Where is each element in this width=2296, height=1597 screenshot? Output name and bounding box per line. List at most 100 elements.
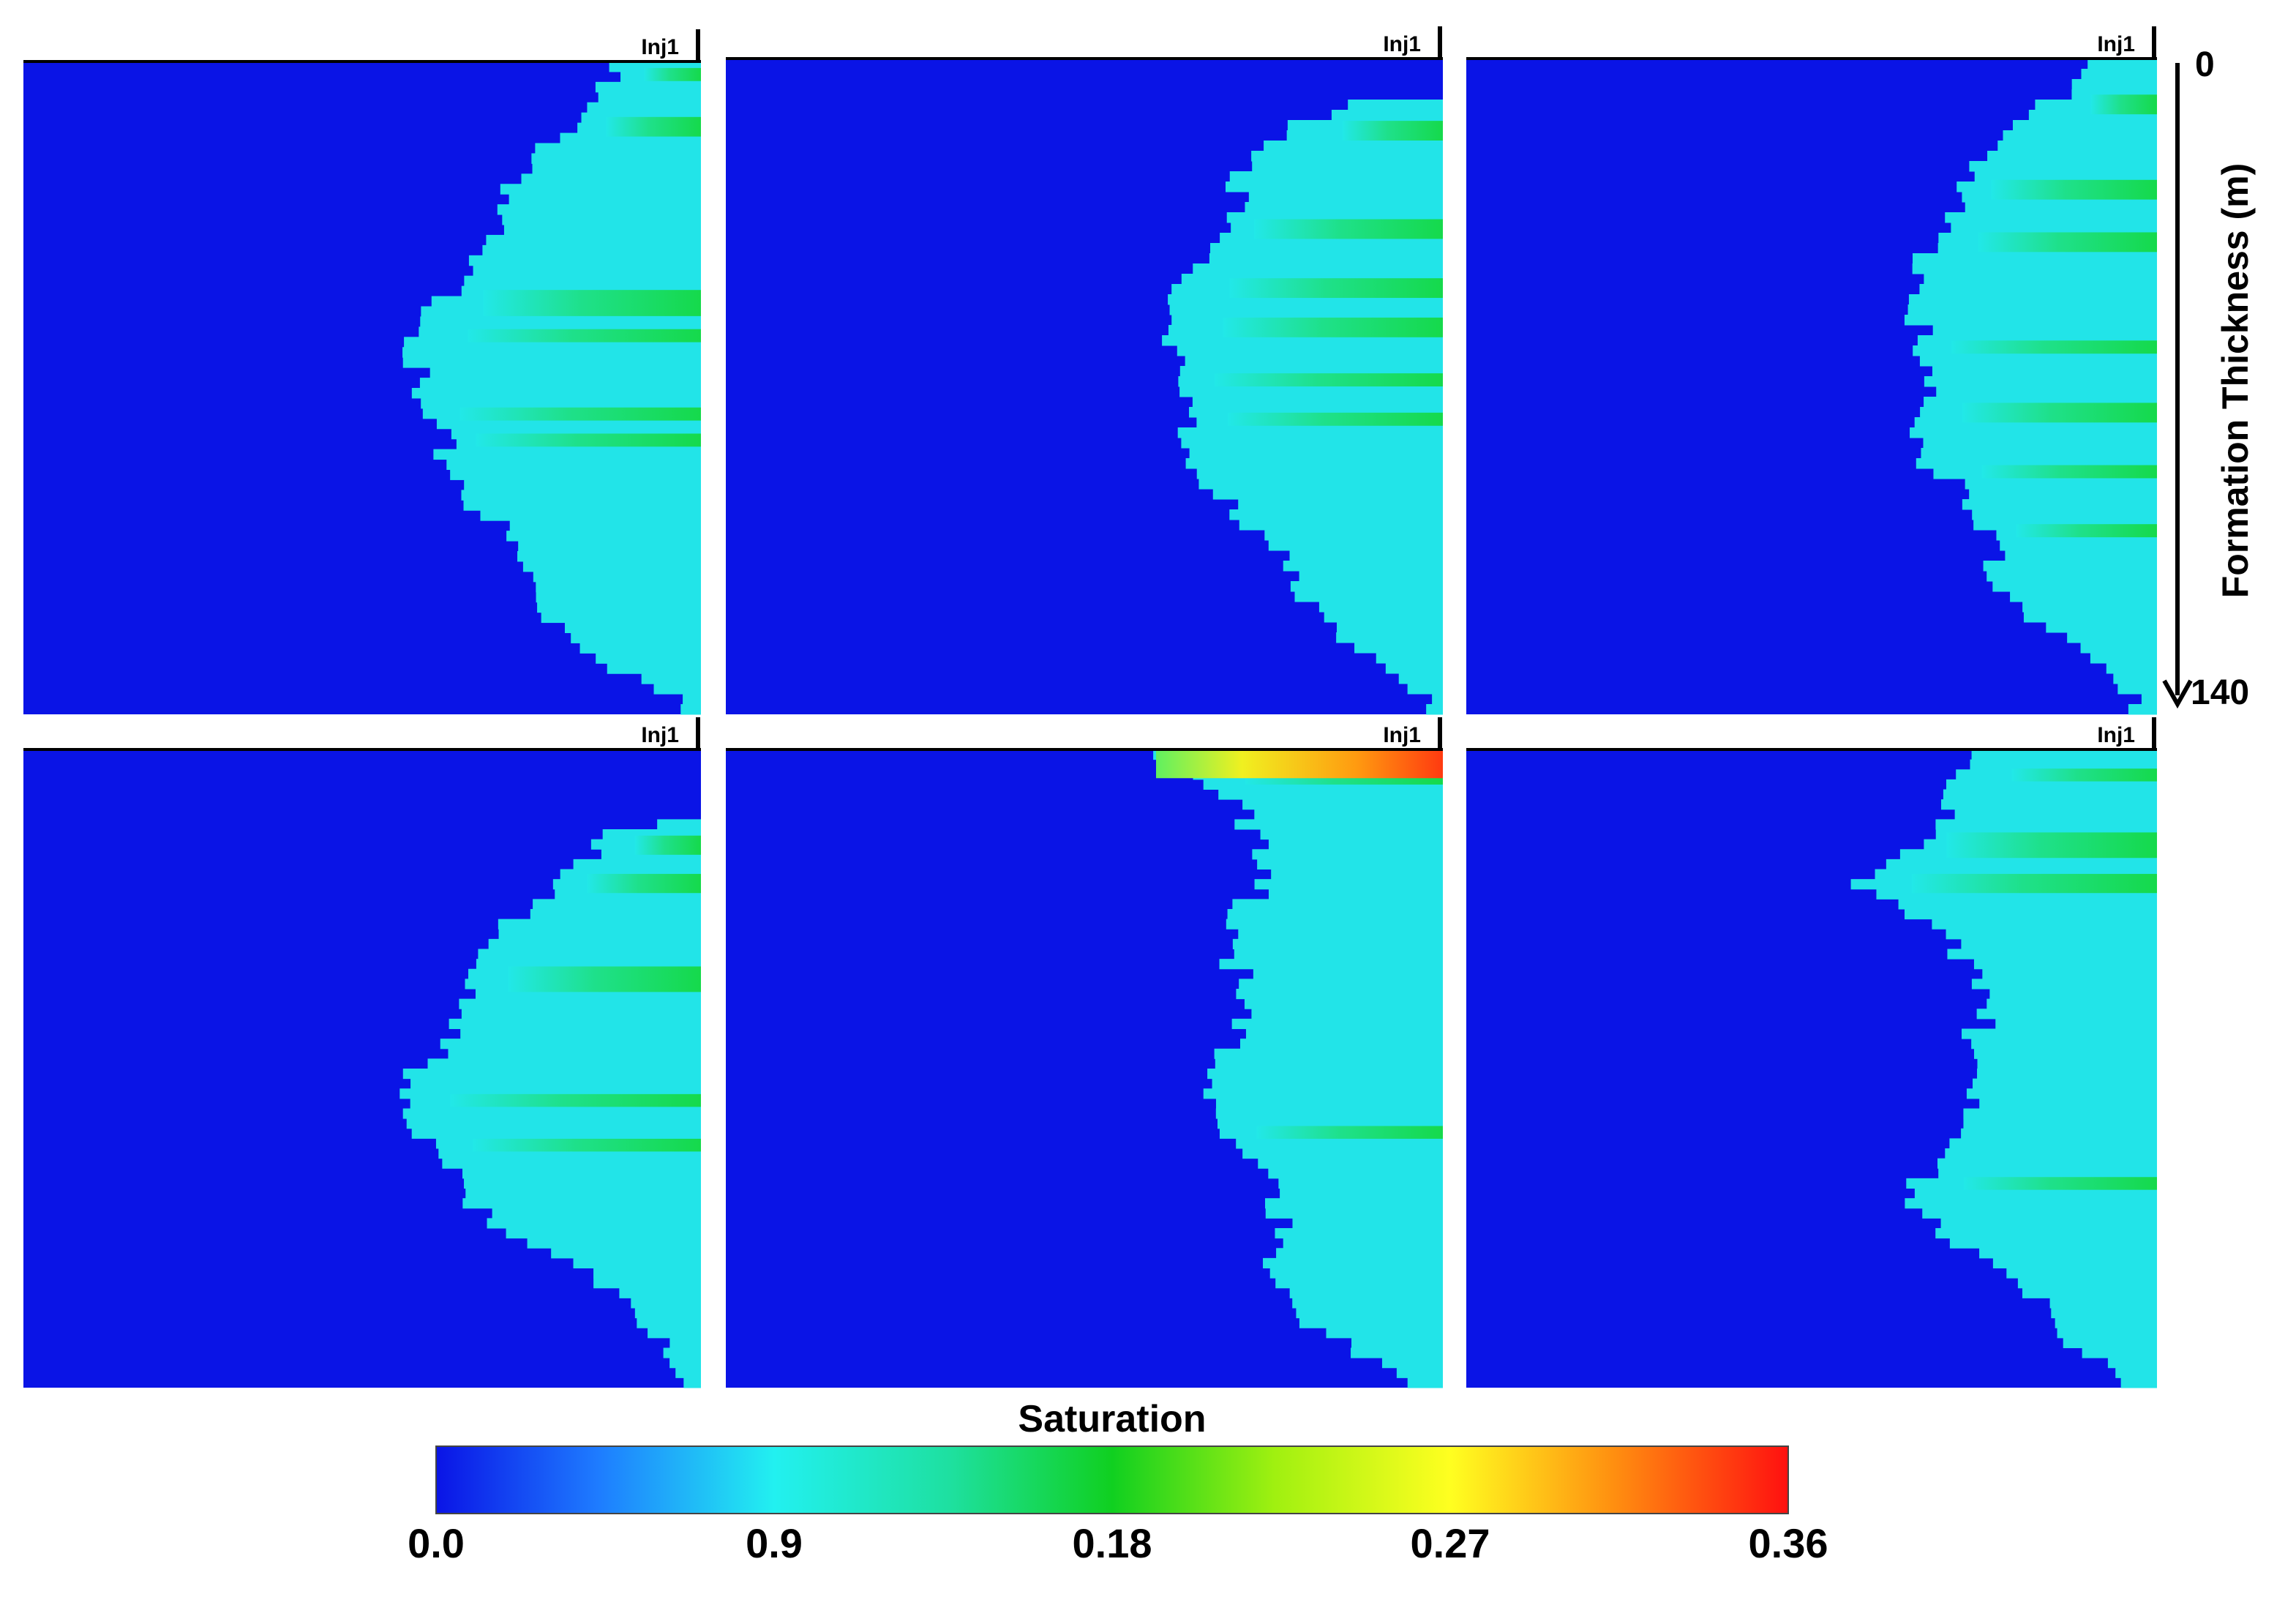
plume-row	[1932, 325, 2157, 336]
plume-row	[1268, 1168, 1443, 1179]
plume-row	[1257, 859, 1443, 869]
plume-row	[1254, 879, 1443, 890]
plume-row	[1983, 561, 2157, 572]
plume-row	[462, 1168, 701, 1179]
plume-band	[1951, 340, 2157, 354]
plume-row	[634, 1308, 701, 1319]
plume-row	[1905, 1198, 2157, 1209]
plume-row	[2017, 1278, 2157, 1289]
plume-row	[1278, 1178, 1443, 1189]
plume-row	[1954, 809, 2157, 820]
plume-row	[2067, 632, 2157, 643]
plume-row	[536, 591, 701, 603]
plume-row	[1193, 263, 1443, 274]
plume-row	[1169, 304, 1443, 315]
plume-row	[402, 1108, 701, 1119]
plume-row	[427, 1058, 701, 1069]
plume-row	[1932, 919, 2157, 930]
plume-row	[1336, 632, 1443, 643]
plume-row	[1239, 979, 1443, 990]
plume-row	[1238, 499, 1443, 510]
plume-band	[1214, 373, 1443, 386]
plume-row	[1961, 1128, 2157, 1139]
plume-row	[1922, 1208, 2157, 1219]
plume-row	[1280, 1188, 1443, 1199]
plume-row	[1292, 1218, 1443, 1229]
plume-row	[1965, 202, 2157, 213]
plume-row	[1248, 192, 1443, 203]
plume-row	[1979, 1098, 2157, 1109]
plume-row	[410, 1078, 701, 1089]
plume-row	[533, 899, 701, 910]
plume-row	[1232, 899, 1443, 910]
plume-row	[1966, 1088, 2157, 1099]
plume-band	[1228, 412, 1443, 426]
plume-row	[436, 418, 701, 430]
plume-row	[1268, 889, 1443, 900]
plume-row	[1251, 1009, 1443, 1020]
colorbar-tick-label: 0.18	[1073, 1520, 1152, 1566]
plume-row	[1407, 684, 1443, 695]
plume-row	[2057, 1328, 2157, 1339]
plume-row	[1318, 602, 1443, 613]
plume-row	[1945, 1148, 2157, 1159]
plume-row	[1260, 829, 1443, 840]
plume-row	[406, 1118, 701, 1129]
plume-row	[1245, 1028, 1443, 1039]
plume-row	[1886, 859, 2157, 869]
plume-row	[1943, 789, 2157, 800]
colorbar-tick-label: 0.27	[1411, 1520, 1490, 1566]
plume-row	[1921, 448, 2157, 459]
plume-row	[1908, 294, 2157, 305]
plume-band	[587, 874, 701, 894]
plume-row	[579, 643, 701, 654]
plume-row	[1254, 809, 1443, 820]
plume-row	[459, 998, 701, 1009]
plume-row	[537, 602, 701, 613]
plume-row	[598, 91, 701, 103]
plume-row	[2081, 69, 2157, 80]
plume-row	[522, 561, 701, 572]
plume-band	[2090, 94, 2157, 115]
plume-row	[506, 531, 701, 542]
plume-row	[1970, 759, 2157, 770]
plume-row	[1971, 979, 2157, 990]
plume-row	[1258, 1158, 1443, 1169]
plume-row	[1936, 386, 2157, 397]
plume-row	[1898, 899, 2157, 910]
plume-row	[1351, 1337, 1443, 1348]
plume-row	[1910, 427, 2157, 438]
plume-row	[1215, 1108, 1443, 1119]
plume-row	[2055, 1317, 2157, 1328]
plume-row	[1426, 704, 1443, 715]
plume-row	[2012, 120, 2157, 131]
plume-row	[1212, 1078, 1443, 1089]
plume-row	[1283, 1238, 1443, 1249]
plume-row	[2071, 79, 2157, 90]
plume-row	[1177, 427, 1443, 438]
plume-row	[1198, 479, 1443, 490]
plume-row	[1275, 1278, 1443, 1289]
plume-band	[508, 966, 701, 992]
plume-row	[1226, 919, 1443, 930]
plume-row	[1240, 1039, 1443, 1050]
plume-row	[1977, 1069, 2157, 1080]
plume-row	[675, 1367, 701, 1378]
plume-row	[487, 1218, 701, 1229]
plume-row	[2090, 653, 2157, 664]
plume-row	[683, 694, 701, 705]
plume-row	[1227, 909, 1443, 920]
plume-row	[1979, 1248, 2157, 1259]
plume-row	[1207, 1069, 1443, 1080]
plume-row	[2022, 1287, 2157, 1298]
plume-row	[473, 265, 701, 277]
plume-row	[1265, 1198, 1443, 1209]
plume-row	[1907, 304, 2157, 315]
plume-row	[1905, 909, 2157, 920]
plume-row	[641, 673, 701, 684]
plume-row	[488, 938, 701, 949]
plume-row	[1162, 335, 1443, 346]
plume-row	[1242, 799, 1443, 810]
plume-row	[1226, 182, 1443, 192]
plume-row	[1935, 819, 2157, 830]
